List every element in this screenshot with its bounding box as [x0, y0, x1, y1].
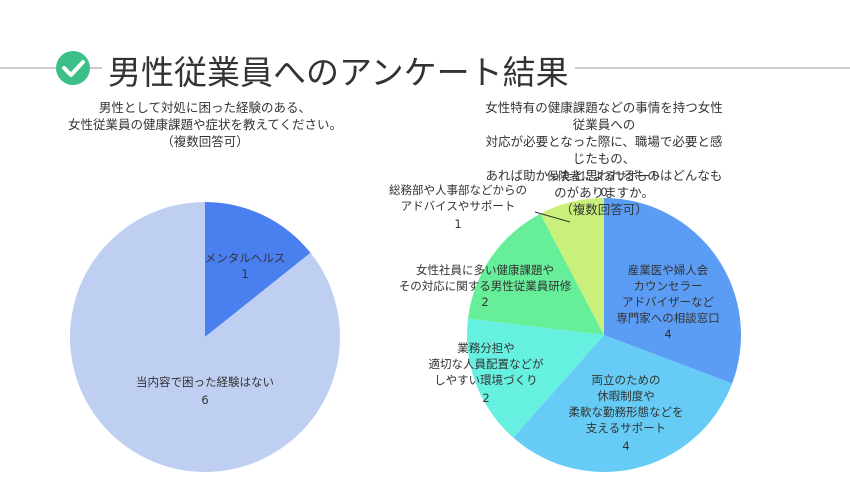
- pie-slice: [466, 318, 604, 438]
- value-label: 6: [201, 393, 209, 407]
- value-label: 0: [600, 185, 608, 199]
- check-mark: [62, 60, 85, 77]
- leader-line: [534, 211, 571, 223]
- pie-slice: [540, 198, 604, 335]
- value-label: 4: [622, 439, 630, 453]
- page-title: 男性従業員へのアンケート結果: [102, 46, 575, 94]
- value-label: 2: [482, 391, 490, 405]
- pie-slice: [513, 335, 733, 472]
- check-icon: [56, 51, 90, 85]
- slice-label: 両立のための 休暇制度や 柔軟な勤務形態などを 支えるサポート: [568, 373, 684, 435]
- pie-slice: [69, 202, 341, 473]
- pie-slice: [467, 213, 604, 335]
- value-label: 1: [241, 267, 249, 281]
- pie-slice: [205, 202, 311, 337]
- slice-label: 総務部や人事部などからの アドバイスやサポート: [389, 183, 527, 213]
- value-label: 4: [664, 327, 672, 341]
- slice-label: 産業医や婦人会 カウンセラー アドバイザーなど 専門家への相談窓口: [616, 263, 720, 325]
- chart-title: 男性として対処に困った経験のある、 女性従業員の健康課題や症状を教えてください。…: [67, 100, 343, 149]
- slice-label: メンタルヘルス: [204, 251, 286, 265]
- value-label: 2: [481, 295, 489, 309]
- pie-slice: [604, 198, 741, 384]
- slice-label: 業務分担や 適切な人員配置などが しやすい環境づくり: [428, 341, 544, 387]
- slice-label: 当内容で困った経験はない: [136, 375, 274, 389]
- chart-title: 女性特有の健康課題などの事情を持つ女性従業員への 対応が必要となった際に、職場で…: [485, 100, 723, 217]
- slice-label: 女性社員に多い健康課題や その対応に関する男性従業員研修: [398, 263, 572, 293]
- slice-label: 保険者によるサポート: [546, 169, 662, 183]
- value-label: 1: [454, 217, 462, 231]
